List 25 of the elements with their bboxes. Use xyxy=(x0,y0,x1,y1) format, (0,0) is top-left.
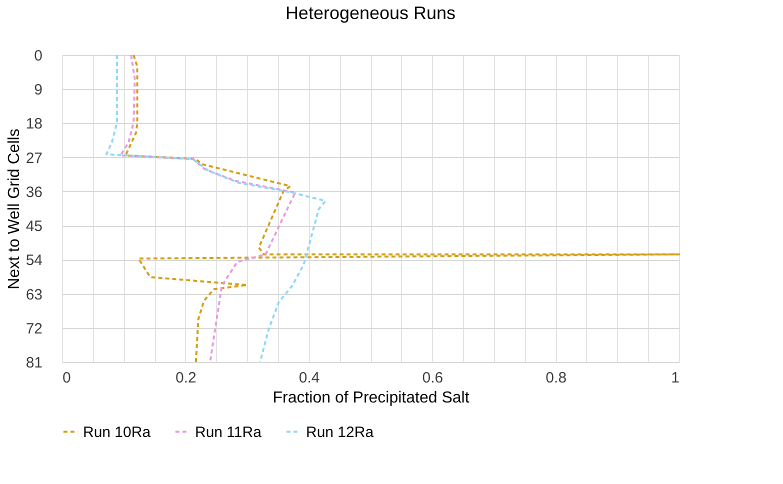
x-tick-label: 1 xyxy=(671,370,680,386)
x-tick-label: 0.4 xyxy=(298,370,320,386)
x-axis-title: Fraction of Precipitated Salt xyxy=(272,390,470,406)
x-tick-label: 0.6 xyxy=(422,370,444,386)
y-tick-label: 72 xyxy=(26,320,42,338)
y-tick-label: 63 xyxy=(26,286,42,304)
legend-label: Run 10Ra xyxy=(83,424,152,441)
chart-title: Heterogeneous Runs xyxy=(285,3,456,23)
legend-label: Run 12Ra xyxy=(306,424,374,441)
legend-label: Run 11Ra xyxy=(195,424,262,441)
x-tick-label: 0.2 xyxy=(175,370,196,386)
y-tick-label: 0 xyxy=(34,48,42,64)
y-tick-label: 45 xyxy=(26,218,42,236)
line-series xyxy=(105,54,326,363)
y-tick-label: 36 xyxy=(26,184,42,201)
line-series xyxy=(120,54,296,363)
y-tick-label: 27 xyxy=(26,150,42,167)
line-series xyxy=(124,54,680,363)
x-tick-label: 0 xyxy=(62,370,71,386)
y-tick-label: 18 xyxy=(26,116,42,133)
y-tick-label: 9 xyxy=(34,82,42,99)
x-tick-label: 0.8 xyxy=(546,370,567,386)
y-axis-title: Next to Well Grid Cells xyxy=(6,128,23,290)
y-tick-label: 54 xyxy=(26,252,42,270)
y-tick-label: 81 xyxy=(26,354,42,372)
